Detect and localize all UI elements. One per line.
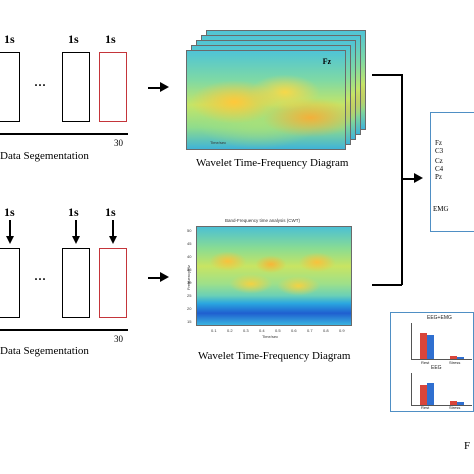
wavelet-heatmap bbox=[196, 226, 352, 326]
data-segment-highlighted bbox=[99, 248, 127, 318]
arrow-to-wavelet bbox=[148, 277, 162, 279]
arrow-head bbox=[414, 173, 423, 183]
channel-label: C4 bbox=[435, 165, 444, 173]
x-label: Stress bbox=[449, 360, 461, 365]
segment-label: 1s bbox=[68, 32, 79, 46]
x-tick: 0.1 bbox=[211, 328, 217, 333]
arrow-head bbox=[160, 272, 169, 282]
result-panel: EEG+EMG Rest Stress EEG Rest Stress bbox=[390, 312, 474, 412]
segment-label: 1s bbox=[105, 205, 116, 219]
channel-label: Cz bbox=[435, 157, 443, 165]
result-chart-axes bbox=[411, 373, 472, 406]
channel-label: Fz bbox=[435, 139, 442, 147]
segment-label: 1s bbox=[68, 205, 79, 219]
arrow-to-wavelet bbox=[148, 87, 162, 89]
x-tick: 0.3 bbox=[243, 328, 249, 333]
down-arrow-head bbox=[6, 236, 14, 244]
x-axis-label: Time/sec bbox=[262, 334, 279, 339]
bar-red bbox=[450, 401, 457, 405]
bar-blue bbox=[457, 402, 464, 405]
bar-blue bbox=[427, 335, 434, 359]
x-tick: 0.7 bbox=[307, 328, 313, 333]
y-tick: 50 bbox=[187, 228, 192, 233]
segment-label: 1s bbox=[4, 205, 15, 219]
result-chart-axes bbox=[411, 323, 472, 360]
x-tick: 0.2 bbox=[227, 328, 233, 333]
connector-vertical bbox=[401, 74, 403, 285]
bar-blue bbox=[457, 357, 464, 359]
result-chart-title: EEG bbox=[431, 365, 442, 371]
y-tick: 40 bbox=[187, 254, 192, 259]
data-segment bbox=[62, 52, 90, 122]
channel-label: C3 bbox=[435, 147, 444, 155]
x-tick: 0.9 bbox=[339, 328, 345, 333]
bar-red bbox=[450, 356, 457, 359]
segment-label: 1s bbox=[105, 32, 116, 46]
y-axis-label: Frequency/Hz bbox=[185, 265, 191, 290]
y-tick: 20 bbox=[187, 306, 192, 311]
segmentation-caption: Data Segementation bbox=[0, 150, 89, 162]
feature-panel: Fz C3 Cz C4 Pz EMG bbox=[430, 112, 474, 232]
plot-title: Band-Frequency time analysis (CWT) bbox=[225, 218, 301, 223]
channel-label: Pz bbox=[435, 173, 442, 181]
x-label: Rest bbox=[421, 360, 430, 365]
down-arrow-stem bbox=[9, 220, 11, 236]
bar-blue bbox=[427, 383, 434, 405]
result-corner-label: F bbox=[464, 440, 471, 452]
y-tick: 25 bbox=[187, 293, 192, 298]
segment-count: 30 bbox=[114, 138, 123, 148]
connector-out bbox=[402, 178, 416, 180]
arrow-head bbox=[160, 82, 169, 92]
data-segment bbox=[0, 52, 20, 122]
segment-bracket-line bbox=[0, 329, 128, 331]
x-tick: 0.8 bbox=[323, 328, 329, 333]
x-tick: 0.4 bbox=[259, 328, 265, 333]
bar-red bbox=[420, 385, 427, 405]
y-tick: 15 bbox=[187, 319, 192, 324]
result-chart-title: EEG+EMG bbox=[427, 315, 452, 321]
connector-bottom bbox=[372, 284, 402, 286]
down-arrow-stem bbox=[75, 220, 77, 236]
x-tick: 0.6 bbox=[291, 328, 297, 333]
wavelet-diagram-front: Fz bbox=[186, 50, 346, 150]
y-tick: 45 bbox=[187, 241, 192, 246]
x-label: Stress bbox=[449, 405, 461, 410]
ellipsis: ··· bbox=[34, 78, 47, 92]
down-arrow-stem bbox=[112, 220, 114, 236]
wavelet-caption: Wavelet Time-Frequency Diagram bbox=[196, 157, 349, 169]
down-arrow-head bbox=[109, 236, 117, 244]
data-segment bbox=[62, 248, 90, 318]
segmentation-caption: Data Segementation bbox=[0, 345, 89, 357]
segment-label: 1s bbox=[4, 32, 15, 46]
bar-red bbox=[420, 333, 427, 359]
y-tick: 35 bbox=[187, 267, 192, 272]
segment-bracket-line bbox=[0, 133, 128, 135]
data-segment-highlighted bbox=[99, 52, 127, 122]
wavelet-caption: Wavelet Time-Frequency Diagram bbox=[198, 350, 351, 362]
x-axis-label: Time/sec bbox=[210, 140, 227, 145]
connector-top bbox=[372, 74, 402, 76]
emg-label: EMG bbox=[433, 205, 449, 213]
data-segment bbox=[0, 248, 20, 318]
y-tick: 30 bbox=[187, 280, 192, 285]
x-tick: 0.5 bbox=[275, 328, 281, 333]
x-label: Rest bbox=[421, 405, 430, 410]
ellipsis: ··· bbox=[34, 272, 47, 286]
channel-label: Fz bbox=[322, 57, 331, 66]
down-arrow-head bbox=[72, 236, 80, 244]
segment-count: 30 bbox=[114, 334, 123, 344]
